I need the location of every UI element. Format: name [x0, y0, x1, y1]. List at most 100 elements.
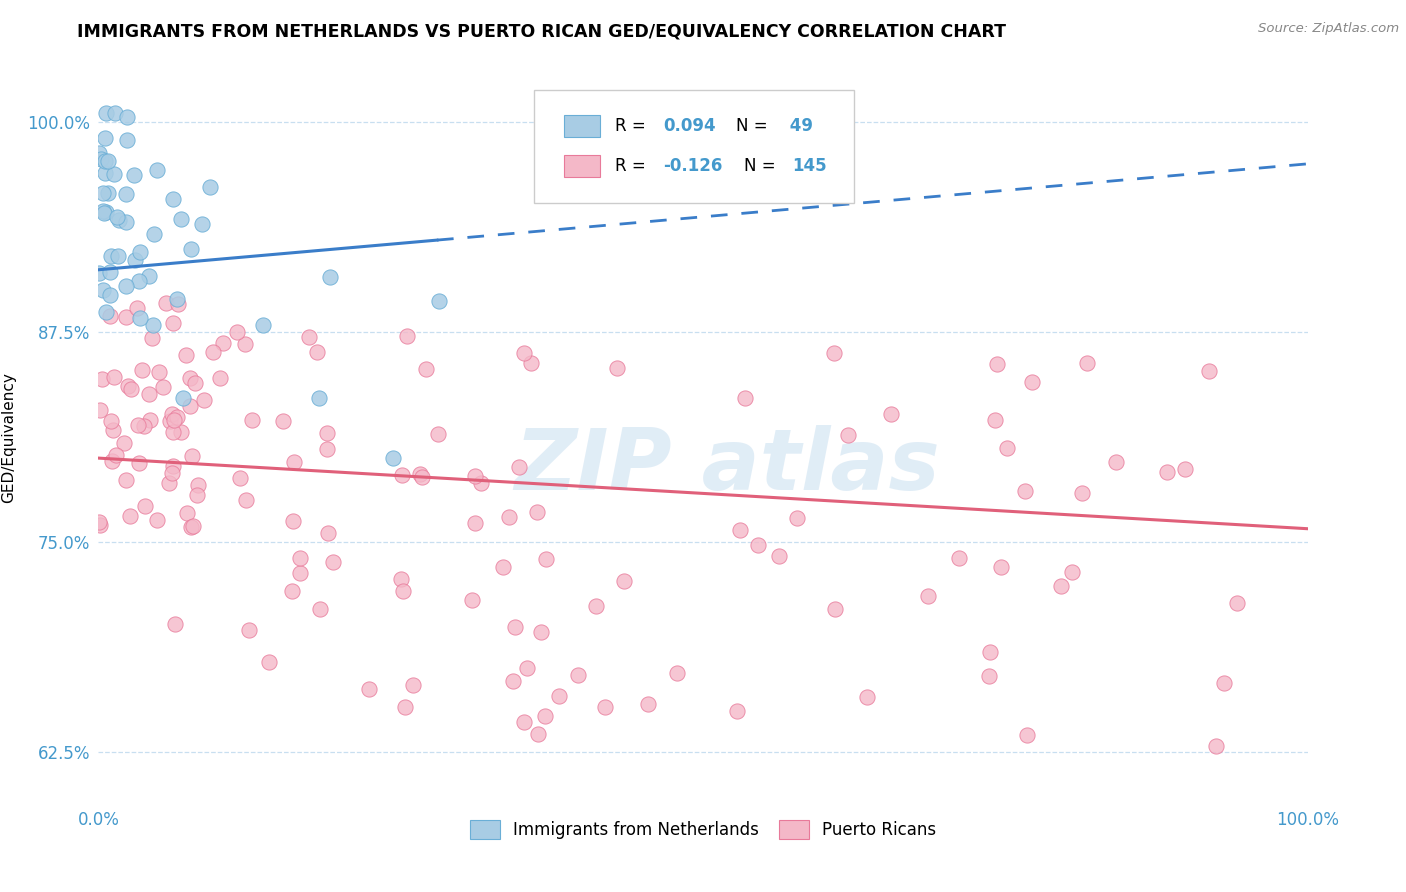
Text: 145: 145: [793, 158, 827, 176]
Point: [322, 555, 344, 569]
Point: [990, 559, 1012, 574]
Point: [163, 413, 186, 427]
Point: [498, 510, 520, 524]
Point: [120, 508, 142, 523]
Point: [112, 435, 135, 450]
Point: [94, 131, 117, 145]
Point: [97, 154, 120, 169]
Point: [105, 211, 128, 225]
FancyBboxPatch shape: [534, 90, 855, 203]
Point: [516, 661, 538, 675]
Point: [180, 449, 202, 463]
Point: [179, 371, 201, 385]
Point: [122, 168, 145, 182]
Point: [1173, 462, 1195, 476]
Point: [309, 602, 332, 616]
Point: [1156, 465, 1178, 479]
Point: [100, 414, 122, 428]
Point: [527, 727, 550, 741]
Point: [91, 204, 114, 219]
Point: [730, 523, 752, 537]
Text: ZIP atlas: ZIP atlas: [515, 425, 941, 508]
Point: [319, 270, 342, 285]
Point: [271, 414, 294, 428]
Text: IMMIGRANTS FROM NETHERLANDS VS PUERTO RICAN GED/EQUIVALENCY CORRELATION CHART: IMMIGRANTS FROM NETHERLANDS VS PUERTO RI…: [77, 22, 1007, 40]
Point: [142, 227, 165, 242]
Point: [146, 513, 169, 527]
Point: [520, 356, 543, 370]
Point: [917, 590, 939, 604]
Point: [162, 466, 184, 480]
Point: [238, 623, 260, 637]
Point: [107, 249, 129, 263]
Point: [637, 697, 659, 711]
Point: [115, 279, 138, 293]
Point: [461, 593, 484, 607]
Point: [725, 704, 748, 718]
Point: [1226, 596, 1249, 610]
Point: [120, 382, 142, 396]
Text: N =: N =: [735, 117, 772, 136]
Point: [115, 215, 138, 229]
Point: [606, 360, 628, 375]
Point: [159, 414, 181, 428]
Point: [134, 499, 156, 513]
Point: [283, 455, 305, 469]
Point: [142, 318, 165, 332]
Point: [595, 699, 617, 714]
Point: [948, 551, 970, 566]
Point: [534, 709, 557, 723]
Point: [155, 296, 177, 310]
Point: [824, 602, 846, 616]
Point: [530, 624, 553, 639]
Point: [98, 265, 121, 279]
Point: [512, 714, 534, 729]
Point: [128, 456, 150, 470]
Point: [979, 669, 1001, 683]
Point: [93, 206, 115, 220]
Point: [89, 518, 111, 533]
Point: [382, 451, 405, 466]
Point: [225, 326, 247, 340]
Point: [786, 510, 808, 524]
Point: [148, 365, 170, 379]
Point: [138, 269, 160, 284]
Point: [391, 467, 413, 482]
Point: [146, 162, 169, 177]
Point: [103, 423, 125, 437]
Point: [103, 370, 125, 384]
Point: [984, 413, 1007, 427]
Point: [186, 488, 208, 502]
Point: [1205, 739, 1227, 754]
Point: [174, 348, 197, 362]
Text: R =: R =: [614, 117, 651, 136]
FancyBboxPatch shape: [564, 115, 600, 137]
Point: [97, 186, 120, 201]
Point: [191, 218, 214, 232]
Point: [409, 467, 432, 481]
Point: [162, 317, 184, 331]
Point: [1050, 579, 1073, 593]
Point: [181, 519, 204, 533]
Point: [117, 133, 139, 147]
Point: [233, 337, 256, 351]
Point: [666, 665, 689, 680]
Point: [315, 442, 337, 457]
Point: [257, 655, 280, 669]
Point: [1105, 455, 1128, 469]
Point: [157, 475, 180, 490]
Point: [470, 475, 492, 490]
Point: [534, 552, 557, 566]
Point: [115, 187, 138, 202]
Point: [357, 682, 380, 697]
Point: [94, 204, 117, 219]
Point: [180, 242, 202, 256]
Point: [100, 453, 122, 467]
Point: [91, 186, 114, 200]
Point: [208, 371, 231, 385]
Point: [89, 403, 111, 417]
Point: [98, 309, 121, 323]
Point: [585, 599, 607, 613]
Point: [141, 331, 163, 345]
Point: [98, 288, 121, 302]
